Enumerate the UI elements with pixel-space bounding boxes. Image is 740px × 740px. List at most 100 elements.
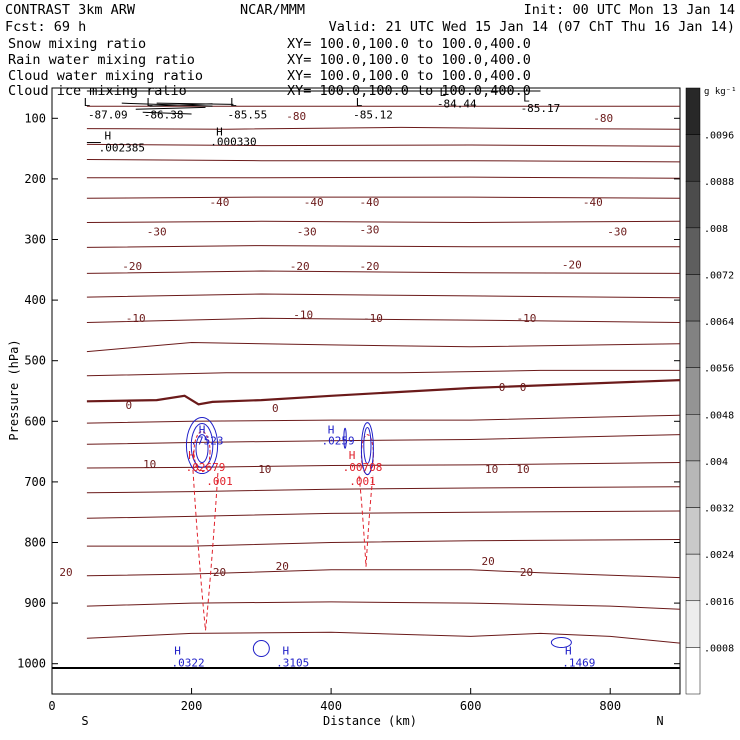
colorbar-unit: g kg⁻¹ (704, 87, 737, 97)
colorbar-swatch (685, 553, 701, 602)
temperature-contour (86, 176, 681, 179)
x-tick-label: 200 (181, 699, 203, 713)
temperature-contour (86, 220, 681, 224)
header-forecast: Fcst: 69 h (5, 19, 86, 35)
colorbar-label: .0072 (704, 270, 734, 281)
temperature-contour (86, 486, 681, 494)
contour-labels: -80 -80 -40 -40 -40 -40 -30 -30 -30 -30 -20 -20 -20 -… (59, 86, 627, 670)
temperature-contour (86, 245, 680, 248)
colorbar-label: .0016 (704, 597, 734, 608)
temperature-label: -20 (122, 260, 142, 273)
colorbar-label: .0096 (704, 131, 734, 142)
snow-contour (135, 106, 206, 110)
temperature-contour (86, 510, 681, 519)
rain-contour (192, 469, 219, 631)
snow-contours (86, 90, 541, 144)
x-tick-label: 0 (48, 699, 55, 713)
colorbar-label: .0056 (704, 364, 734, 375)
temperature-contour (86, 379, 681, 406)
temperature-contour (86, 317, 681, 323)
temperature-contour (86, 293, 681, 299)
cloud-water-value: .0259 (322, 434, 355, 447)
colorbar-swatch (685, 227, 701, 275)
header-model: CONTRAST 3km ARW (5, 2, 136, 18)
snow-value: .000330 (210, 136, 256, 149)
cloud-water-value: .7523 (190, 434, 223, 447)
y-tick-label: 300 (24, 233, 46, 247)
snow-label: L (84, 96, 91, 109)
temperature-contour (86, 462, 681, 469)
colorbar-label: .0032 (704, 504, 734, 515)
temperature-contour (86, 270, 681, 274)
temperature-label: -10 (293, 308, 313, 321)
temperature-label: -80 (286, 110, 306, 123)
y-tick-label: 100 (24, 111, 46, 125)
snow-label: L (356, 96, 363, 109)
temperature-contour (86, 569, 681, 579)
field-xy: XY= 100.0,100.0 to 100.0,400.0 (287, 36, 531, 52)
colorbar-label: .0024 (704, 550, 734, 561)
temperature-label: -10 (517, 312, 537, 325)
colorbar-swatch (685, 600, 701, 648)
temperature-label: 10 (258, 463, 271, 476)
plot-frame (51, 87, 681, 695)
x-axis-label: Distance (km) (323, 714, 417, 728)
temperature-label: 10 (516, 463, 529, 476)
temperature-contour (86, 126, 681, 130)
field-name: Snow mixing ratio (8, 36, 146, 52)
colorbar-label: .008 (704, 224, 728, 235)
rain-label: H (349, 449, 356, 462)
temperature-contour (86, 631, 681, 644)
colorbar-swatch (685, 134, 701, 182)
snow-contour (156, 102, 234, 105)
temperature-label: 0 (499, 381, 506, 394)
rain-label: .001 (206, 475, 233, 488)
cloud-water-value: .1469 (562, 657, 595, 670)
temperature-contour (86, 434, 681, 445)
snow-label: H (216, 125, 223, 138)
snow-label: L (523, 91, 530, 104)
temperature-contour (86, 196, 681, 199)
temperature-label: 20 (520, 566, 533, 579)
y-tick-label: 400 (24, 293, 46, 307)
temperature-contour (86, 414, 681, 424)
temperature-contour (86, 159, 681, 163)
cloud-water-label: H (565, 645, 572, 658)
temperature-label: 0 (125, 399, 132, 412)
temperature-label: -30 (297, 225, 317, 238)
temperature-label: 10 (485, 463, 498, 476)
temperature-label: 20 (276, 560, 289, 573)
field-xy: XY= 100.0,100.0 to 100.0,400.0 (287, 52, 531, 68)
x-endpoint-south: S (81, 714, 88, 728)
temperature-label: -40 (304, 196, 324, 209)
colorbar-swatch (685, 87, 701, 135)
temperature-label: -30 (360, 223, 380, 236)
rain-label: H (188, 449, 195, 462)
cloud-water-contour (252, 640, 270, 658)
colorbar-label: .0048 (704, 410, 734, 421)
y-tick-label: 800 (24, 536, 46, 550)
y-tick-label: 1000 (17, 657, 46, 671)
colorbar-swatch (685, 367, 701, 415)
colorbar: .0096 .0088 .008 .0072 .0064 .0056 .0048 .004 .0… (685, 87, 734, 695)
temperature-label: 20 (213, 566, 226, 579)
y-axis-label: Pressure (hPa) (7, 339, 21, 440)
colorbar-swatch (685, 414, 701, 462)
temperature-label: -20 (562, 259, 582, 272)
temperature-label: -20 (290, 260, 310, 273)
snow-value: .002385 (99, 142, 145, 155)
temperature-label: 20 (59, 566, 72, 579)
colorbar-swatch (685, 647, 701, 695)
y-tick-label: 900 (24, 596, 46, 610)
snow-label: -85.17 (521, 102, 561, 115)
cloud-water-label: H (199, 423, 206, 436)
snow-label: -86.38 (144, 108, 184, 121)
cloud-water-contour (343, 427, 347, 449)
temperature-label: -20 (360, 260, 380, 273)
snow-label: -87.09 (88, 108, 128, 121)
cloud-water-label: H (282, 645, 289, 658)
cloud-water-label: H (174, 645, 181, 658)
cloud-water-contour (195, 434, 209, 464)
